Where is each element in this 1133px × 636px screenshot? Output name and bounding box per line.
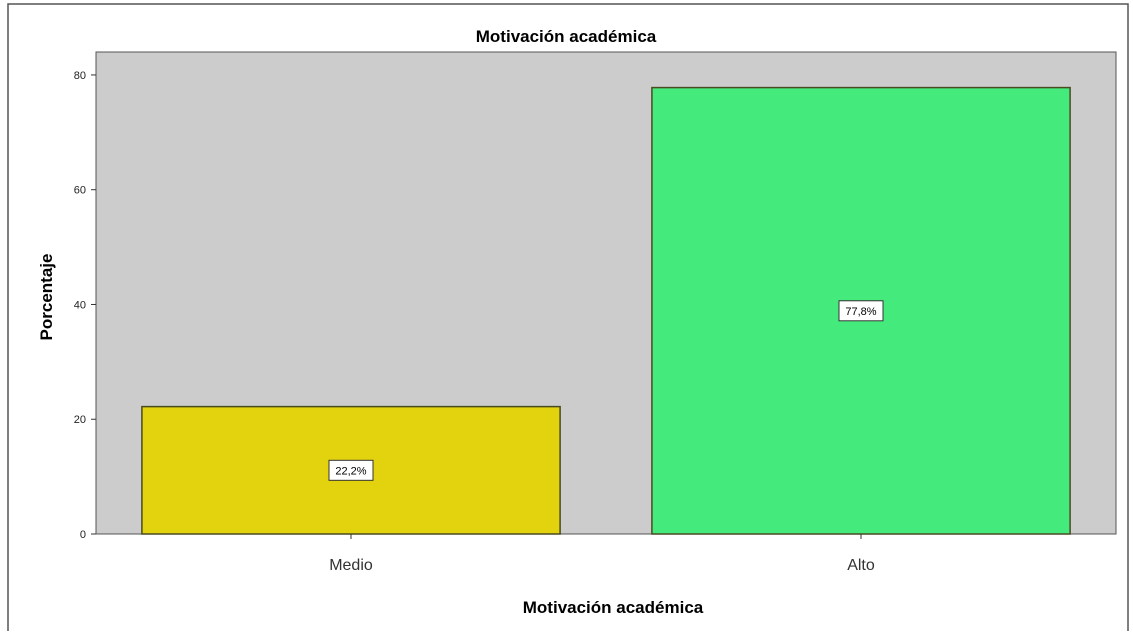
x-tick-label: Medio (329, 557, 373, 574)
x-tick-label: Alto (847, 557, 875, 574)
x-axis: Medio Alto (329, 534, 875, 574)
data-label-box (328, 459, 374, 481)
y-axis: 0 20 40 60 80 (74, 70, 96, 541)
y-tick-label: 60 (74, 185, 86, 197)
y-tick-label: 40 (74, 299, 86, 311)
data-label: 22,2% (335, 465, 366, 477)
y-tick-label: 20 (74, 414, 86, 426)
x-axis-label: Motivación académica (523, 598, 704, 617)
chart-title: Motivación académica (476, 27, 657, 46)
y-axis-label: Porcentaje (37, 254, 56, 341)
bars-group: 22,2% 77,8% (141, 86, 1071, 535)
data-label: 77,8% (845, 306, 876, 318)
y-tick-label: 0 (80, 529, 86, 541)
data-label-box (838, 300, 884, 322)
y-tick-label: 80 (74, 70, 86, 82)
